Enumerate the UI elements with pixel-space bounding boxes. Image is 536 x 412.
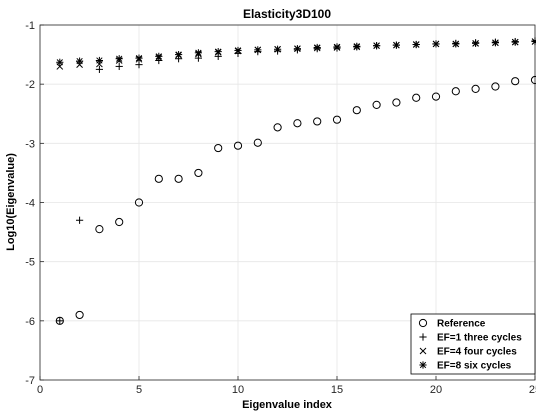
x-tick-label: 25 (529, 384, 536, 396)
point-star-23 (491, 39, 499, 47)
point-star-1 (56, 58, 64, 66)
x-tick-label: 15 (331, 384, 343, 396)
point-star-7 (175, 50, 183, 59)
legend-marker-circle (418, 318, 428, 328)
point-circle-8 (194, 168, 203, 178)
point-star-5 (135, 54, 143, 62)
data-markers (55, 37, 536, 325)
x-tick-label: 20 (430, 384, 442, 396)
legend: Reference EF=1 three cycles EF=4 four cycl… (410, 313, 536, 375)
point-circle-13 (293, 119, 302, 128)
point-star-4 (115, 55, 123, 63)
point-circle-15 (332, 115, 342, 124)
point-plus-2 (76, 216, 84, 224)
point-star-9 (214, 48, 222, 56)
point-plus-3 (95, 65, 103, 73)
point-star-22 (472, 39, 480, 47)
chart-title: Elasticity3D100 (243, 7, 331, 21)
point-star-11 (254, 46, 262, 54)
point-circle-17 (372, 100, 381, 109)
point-star-25 (531, 37, 536, 46)
point-circle-21 (451, 87, 460, 96)
point-circle-19 (412, 93, 421, 102)
y-tick-label: -4 (25, 198, 35, 210)
point-star-21 (452, 40, 460, 48)
y-tick-label: -6 (25, 316, 35, 328)
point-star-18 (392, 41, 400, 49)
legend-marker-star (419, 361, 427, 369)
point-circle-25 (530, 75, 536, 85)
point-circle-4 (115, 217, 124, 227)
point-circle-6 (154, 174, 163, 183)
point-star-20 (432, 40, 440, 48)
point-circle-24 (511, 77, 520, 86)
point-circle-9 (214, 143, 223, 153)
point-circle-11 (253, 138, 262, 147)
legend-label: EF=1 three cycles (437, 333, 522, 344)
point-circle-16 (352, 106, 361, 115)
point-circle-5 (134, 198, 144, 207)
axis-ticks: 0 5 10 15 20 25 -1 -2 -3 -4 -5 -6 -7 (25, 20, 536, 396)
y-tick-label: -7 (25, 375, 35, 387)
point-star-16 (353, 42, 361, 50)
point-star-24 (511, 38, 519, 46)
y-tick-label: -2 (25, 79, 35, 91)
point-star-6 (155, 52, 163, 60)
point-star-14 (313, 43, 321, 52)
x-tick-label: 0 (37, 384, 43, 396)
legend-box (410, 313, 536, 375)
point-circle-10 (233, 141, 243, 150)
point-circle-3 (95, 225, 104, 234)
point-circle-2 (75, 310, 84, 320)
point-star-13 (293, 45, 301, 53)
y-tick-label: -1 (25, 20, 35, 32)
x-tick-label: 10 (232, 384, 244, 396)
legend-marker-plus (419, 333, 427, 341)
point-star-15 (333, 43, 341, 51)
legend-label: EF=4 four cycles (437, 347, 517, 358)
point-circle-7 (174, 174, 183, 183)
y-tick-label: -5 (25, 257, 35, 269)
point-star-2 (76, 57, 84, 65)
x-tick-label: 5 (136, 384, 142, 396)
point-circle-14 (313, 117, 322, 126)
point-plus-5 (135, 61, 143, 69)
legend-label: Reference (437, 319, 486, 330)
point-circle-20 (431, 92, 441, 101)
point-circle-12 (273, 123, 282, 132)
point-star-12 (274, 45, 282, 53)
point-plus-4 (115, 62, 123, 71)
legend-label: EF=8 six cycles (437, 361, 512, 372)
point-circle-23 (491, 82, 500, 91)
point-star-10 (234, 46, 242, 55)
point-star-3 (95, 56, 103, 65)
point-circle-18 (392, 98, 401, 107)
x-axis-label: Eigenvalue index (242, 399, 333, 411)
point-circle-22 (471, 84, 480, 94)
point-plus-1 (56, 317, 64, 325)
y-axis-label: Log10(Eigenvalue) (5, 153, 17, 251)
grid-lines (39, 24, 536, 381)
point-star-17 (373, 42, 381, 50)
point-star-19 (412, 40, 420, 49)
legend-marker-x (419, 347, 427, 355)
point-star-8 (194, 49, 202, 57)
y-tick-label: -3 (25, 138, 35, 150)
